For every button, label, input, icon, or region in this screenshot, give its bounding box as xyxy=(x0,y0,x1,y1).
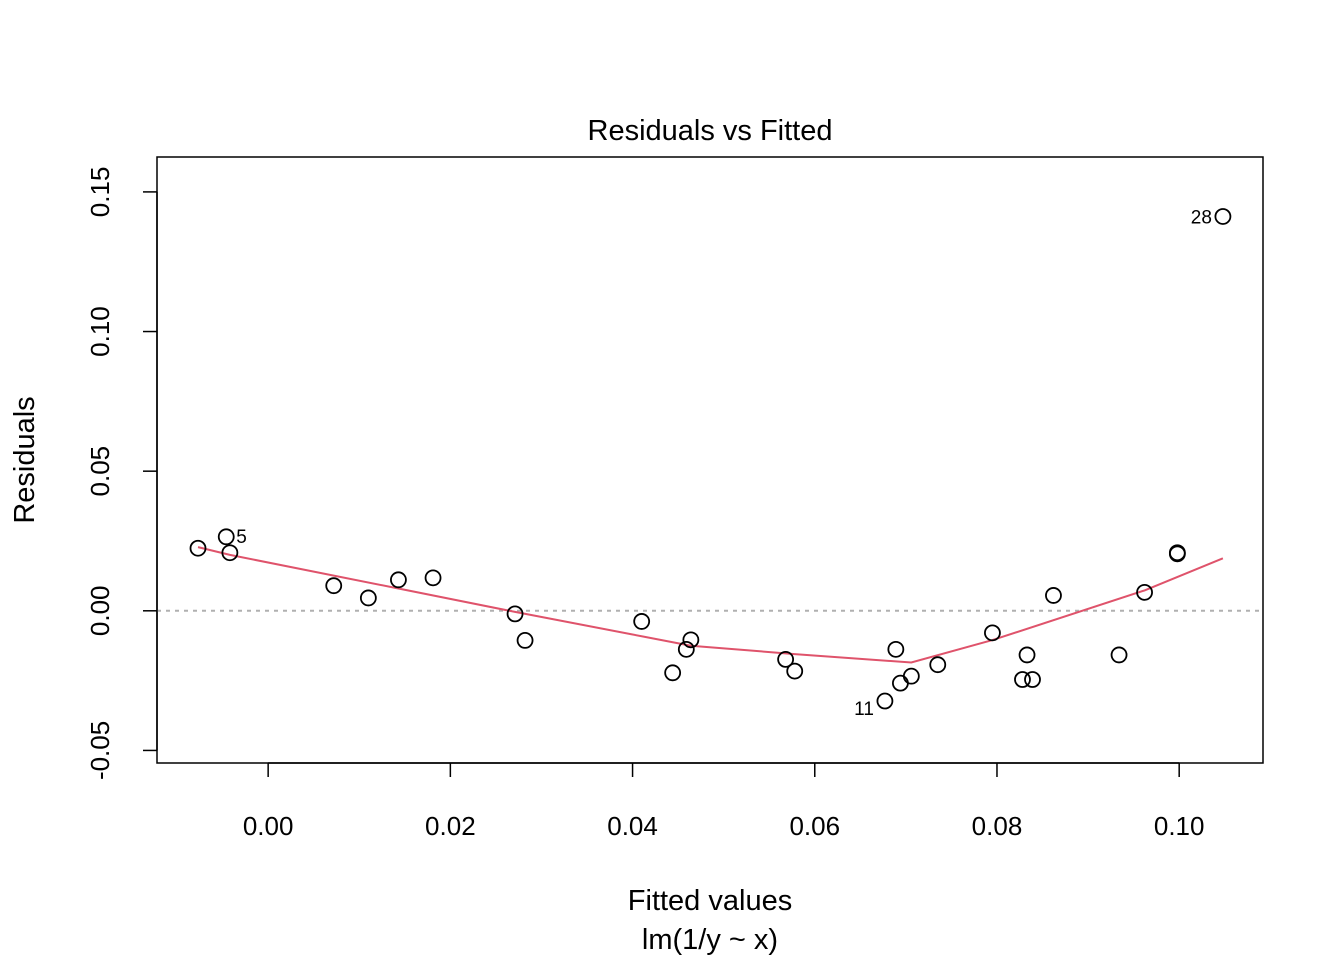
data-point xyxy=(1014,671,1031,688)
data-point xyxy=(424,569,442,587)
y-tick-label: 0.05 xyxy=(85,446,115,497)
data-point xyxy=(786,662,804,680)
point-label: 5 xyxy=(236,527,247,548)
data-point xyxy=(217,528,235,546)
data-point xyxy=(887,640,905,658)
point-label: 28 xyxy=(1191,207,1212,228)
data-point xyxy=(929,656,947,674)
data-point xyxy=(1024,671,1041,688)
point-label: 11 xyxy=(854,699,874,720)
data-point xyxy=(892,674,909,692)
data-point xyxy=(984,624,1001,642)
data-point xyxy=(189,539,207,557)
data-point xyxy=(506,605,524,623)
data-point xyxy=(516,632,534,649)
y-axis-title: Residuals xyxy=(9,396,41,523)
x-axis-title: Fitted values xyxy=(628,885,792,917)
x-tick-label: 0.04 xyxy=(607,811,658,841)
data-point xyxy=(633,613,651,630)
chart-title: Residuals vs Fitted xyxy=(588,115,833,147)
data-point xyxy=(325,577,343,595)
x-tick-label: 0.00 xyxy=(243,811,294,841)
data-point xyxy=(1136,583,1153,601)
data-point xyxy=(682,631,700,649)
data-point xyxy=(1214,208,1232,225)
data-point xyxy=(390,571,407,589)
x-tick-label: 0.10 xyxy=(1154,811,1205,841)
y-tick-label: 0.10 xyxy=(85,306,115,357)
smooth-line xyxy=(197,546,1224,664)
data-point xyxy=(359,589,377,607)
data-point xyxy=(664,664,682,682)
data-point xyxy=(221,544,239,562)
data-point xyxy=(1110,646,1128,664)
x-tick-label: 0.06 xyxy=(789,811,840,841)
y-axis: -0.05 0.00 0.05 0.10 0.15 xyxy=(85,167,158,780)
data-point xyxy=(1018,646,1036,664)
point-labels: 5 11 28 xyxy=(236,207,1212,720)
data-point xyxy=(677,640,695,658)
y-tick-label: 0.15 xyxy=(85,167,115,218)
data-point xyxy=(777,650,795,668)
x-axis: 0.00 0.02 0.04 0.06 0.08 0.10 xyxy=(243,762,1205,841)
data-point xyxy=(1168,544,1186,562)
y-tick-label: -0.05 xyxy=(85,721,115,780)
data-point xyxy=(876,692,894,710)
x-tick-label: 0.02 xyxy=(425,811,476,841)
y-tick-label: 0.00 xyxy=(85,585,115,636)
chart-subtitle: lm(1/y ~ x) xyxy=(642,924,778,956)
x-tick-label: 0.08 xyxy=(972,811,1023,841)
data-points xyxy=(189,208,1232,710)
data-point xyxy=(902,667,920,685)
smooth-curve xyxy=(197,546,1224,664)
data-point xyxy=(1045,587,1062,604)
plot-frame xyxy=(156,156,1264,764)
